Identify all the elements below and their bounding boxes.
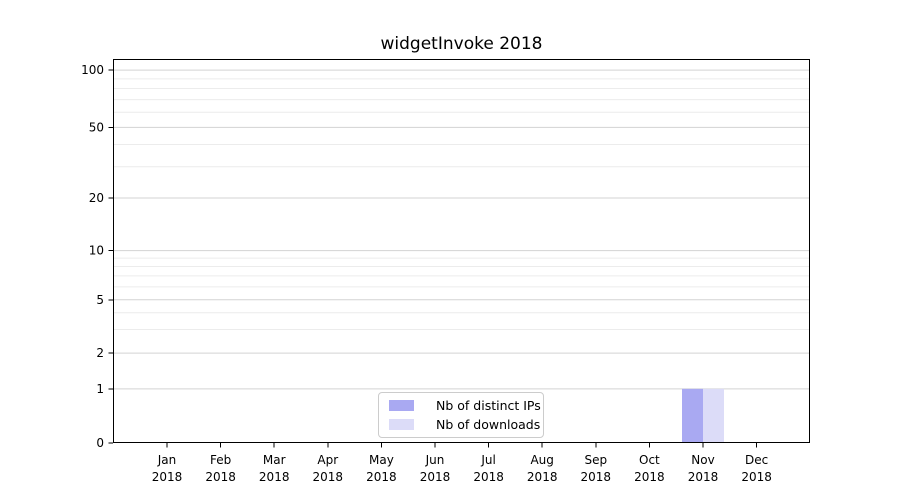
x-tick-label-year: 2018 [205,470,236,484]
plot-border [113,59,810,443]
legend-swatch-downloads [389,419,414,430]
bar-nb-of-distinct-ips [682,388,703,443]
y-tick-label: 0 [96,436,104,450]
x-tick-label-year: 2018 [741,470,772,484]
x-tick-label-year: 2018 [527,470,558,484]
legend: Nb of distinct IPs Nb of downloads [378,392,544,438]
x-tick-label-month: Oct [639,453,660,467]
y-tick-label: 2 [96,346,104,360]
x-tick-label-month: Jul [480,453,495,467]
x-tick-label-month: Jan [157,453,177,467]
x-tick-label-month: Feb [210,453,231,467]
x-tick-label-year: 2018 [152,470,183,484]
x-tick-label-year: 2018 [366,470,397,484]
y-tick-label: 50 [89,120,104,134]
x-tick-label-month: Mar [263,453,286,467]
x-tick-label-year: 2018 [634,470,665,484]
x-tick-label-month: May [369,453,394,467]
legend-item-downloads: Nb of downloads [389,418,540,431]
y-tick-label: 5 [96,293,104,307]
legend-item-distinct-ips: Nb of distinct IPs [389,399,541,412]
x-tick-label-year: 2018 [473,470,504,484]
x-tick-label-year: 2018 [581,470,612,484]
legend-swatch-distinct-ips [389,400,414,411]
x-tick-label-year: 2018 [313,470,344,484]
x-tick-label-month: Jun [425,453,445,467]
chart-title: widgetInvoke 2018 [380,34,543,54]
x-tick-label-month: Aug [530,453,553,467]
y-tick-label: 1 [96,382,104,396]
legend-label-downloads: Nb of downloads [436,417,541,432]
x-tick-label-year: 2018 [688,470,719,484]
x-tick-label-month: Apr [317,453,338,467]
y-tick-label: 10 [89,244,104,258]
x-tick-label-month: Nov [691,453,714,467]
y-tick-label: 100 [81,63,104,77]
x-tick-label-year: 2018 [259,470,290,484]
legend-label-distinct-ips: Nb of distinct IPs [436,398,541,413]
x-tick-label-year: 2018 [420,470,451,484]
x-tick-label-month: Sep [584,453,607,467]
bar-nb-of-downloads [703,388,724,443]
x-tick-label-month: Dec [745,453,768,467]
y-tick-label: 20 [89,191,104,205]
